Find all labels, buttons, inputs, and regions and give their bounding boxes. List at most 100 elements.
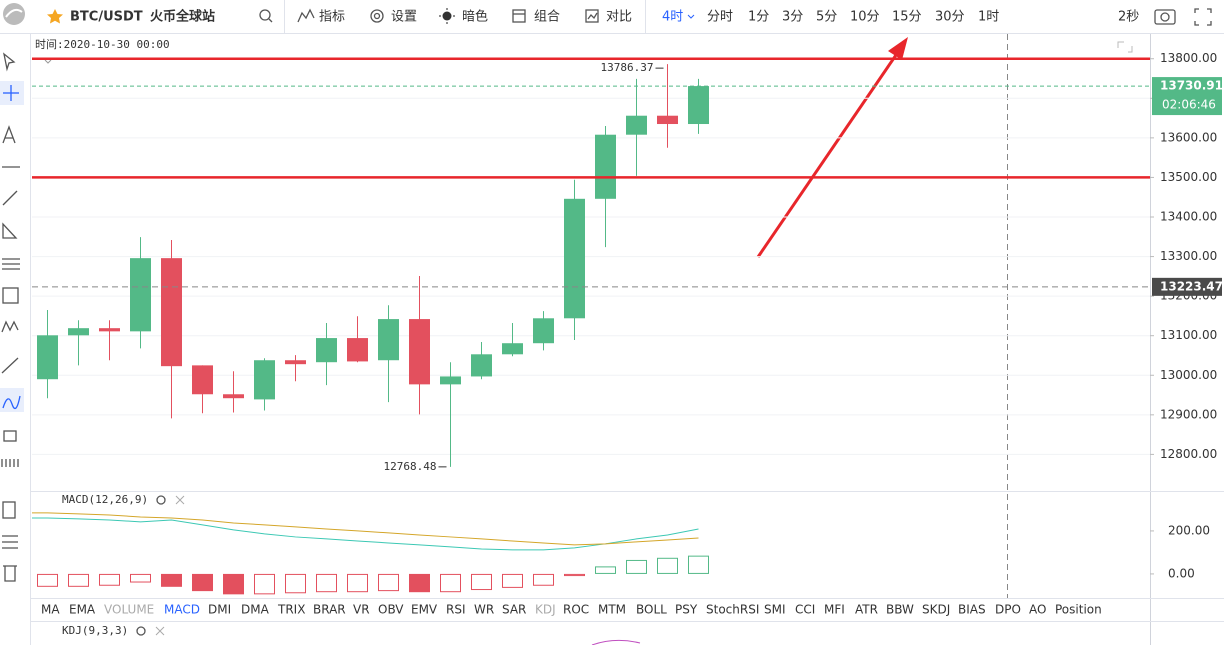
macd-bar bbox=[533, 573, 554, 586]
indicator-tab[interactable]: PSY bbox=[675, 603, 698, 617]
indicator-tab[interactable]: MFI bbox=[824, 603, 845, 617]
toolbar-button[interactable]: 暗色 bbox=[462, 9, 488, 25]
y-tick-label: 12800.00 bbox=[1160, 447, 1217, 461]
screenshot-icon[interactable] bbox=[1154, 9, 1176, 25]
candle-body bbox=[502, 343, 523, 355]
indicator-tab[interactable]: KDJ bbox=[535, 603, 556, 617]
macd-bar bbox=[254, 573, 275, 595]
indicator-tab[interactable]: StochRSI bbox=[706, 603, 759, 617]
macd-bar bbox=[688, 555, 709, 574]
indicator-tab[interactable]: WR bbox=[474, 603, 494, 617]
triangle-tool[interactable] bbox=[2, 222, 18, 239]
compare-icon[interactable] bbox=[585, 9, 599, 23]
candle-body bbox=[626, 115, 647, 135]
indicator-tab[interactable]: DMI bbox=[208, 603, 231, 617]
lock-tool[interactable] bbox=[3, 430, 17, 442]
macd-bar bbox=[657, 557, 678, 574]
indicator-tab[interactable]: OBV bbox=[378, 603, 404, 617]
indicator-tab[interactable]: RSI bbox=[446, 603, 466, 617]
favorite-star[interactable] bbox=[47, 9, 63, 24]
rect-tool[interactable] bbox=[2, 287, 19, 304]
pane-close[interactable] bbox=[175, 495, 185, 505]
collapse-caret[interactable] bbox=[44, 59, 52, 64]
indicator-tab[interactable]: BRAR bbox=[313, 603, 346, 617]
macd-bar bbox=[626, 559, 647, 574]
visibility-tool[interactable] bbox=[1, 459, 19, 467]
measure-tool[interactable] bbox=[1, 357, 19, 374]
crosshair-tool[interactable] bbox=[3, 85, 19, 101]
indicator-tab[interactable]: CCI bbox=[795, 603, 815, 617]
interval-button[interactable]: 分时 bbox=[707, 10, 733, 25]
interval-button[interactable]: 5分 bbox=[816, 10, 837, 25]
indicator-tab[interactable]: EMV bbox=[411, 603, 438, 617]
macd-bar bbox=[316, 573, 337, 593]
refresh-rate[interactable]: 2秒 bbox=[1118, 10, 1139, 25]
max-label: 13786.37 bbox=[601, 61, 654, 74]
indicator-tab[interactable]: EMA bbox=[69, 603, 96, 617]
indicator-tab[interactable]: MTM bbox=[598, 603, 626, 617]
interval-button[interactable]: 4时 bbox=[662, 10, 683, 25]
manage-tool[interactable] bbox=[2, 535, 18, 549]
indicator-tab[interactable]: ATR bbox=[855, 603, 878, 617]
fullscreen-icon[interactable] bbox=[1194, 8, 1212, 26]
indicator-tab[interactable]: SMI bbox=[764, 603, 786, 617]
search-icon[interactable] bbox=[259, 9, 273, 23]
indicator-tab[interactable]: VOLUME bbox=[104, 603, 154, 617]
pane-close[interactable] bbox=[155, 626, 165, 636]
interval-button[interactable]: 10分 bbox=[850, 10, 880, 25]
layout-icon[interactable] bbox=[512, 9, 526, 23]
trendline-tool[interactable] bbox=[2, 190, 18, 206]
indicator-tab[interactable]: AO bbox=[1029, 603, 1046, 617]
indicator-tab[interactable]: BOLL bbox=[636, 603, 667, 617]
macd-bar bbox=[378, 573, 399, 592]
toolbar-button[interactable]: 设置 bbox=[391, 10, 417, 25]
macd-bar bbox=[347, 573, 368, 593]
settings-icon[interactable] bbox=[370, 9, 384, 23]
indicator-tab[interactable]: VR bbox=[353, 603, 370, 617]
indicator-tab[interactable]: MA bbox=[41, 603, 60, 617]
toolbar-button[interactable]: 指标 bbox=[319, 10, 345, 25]
indicator-tab[interactable]: TRIX bbox=[277, 603, 305, 617]
candle-body bbox=[254, 360, 275, 400]
indicator-tab[interactable]: BIAS bbox=[958, 603, 986, 617]
interval-button[interactable]: 1分 bbox=[748, 10, 769, 25]
indicator-tab[interactable]: DMA bbox=[241, 603, 270, 617]
dropdown-caret[interactable] bbox=[687, 14, 695, 19]
indicator-icon[interactable] bbox=[297, 8, 315, 23]
delete-tool[interactable] bbox=[3, 565, 17, 582]
macd-line bbox=[32, 517, 699, 551]
text-tool[interactable] bbox=[2, 125, 16, 144]
crosshair-time: 时间:2020-10-30 00:00 bbox=[35, 38, 170, 51]
pane-settings[interactable] bbox=[156, 495, 166, 505]
favorites-tool[interactable] bbox=[2, 501, 16, 519]
dark-icon[interactable] bbox=[439, 8, 455, 24]
indicator-tab[interactable]: ROC bbox=[563, 603, 589, 617]
symbol[interactable]: BTC/USDT bbox=[70, 10, 143, 25]
candle-body bbox=[688, 86, 709, 125]
toolbar-button[interactable]: 组合 bbox=[534, 10, 560, 25]
channel-tool[interactable] bbox=[2, 258, 20, 270]
interval-button[interactable]: 15分 bbox=[892, 10, 922, 25]
maximize-pane[interactable] bbox=[1117, 41, 1133, 53]
y-tick-label: 13300.00 bbox=[1160, 249, 1217, 263]
indicator-tab[interactable]: MACD bbox=[164, 603, 200, 617]
macd-bar bbox=[223, 573, 244, 595]
cursor-tool[interactable] bbox=[3, 52, 16, 72]
interval-button[interactable]: 1时 bbox=[978, 10, 999, 25]
crosshair-price-label: 13223.47 bbox=[1160, 279, 1223, 293]
indicator-tab[interactable]: DPO bbox=[995, 603, 1021, 617]
interval-button[interactable]: 3分 bbox=[782, 10, 803, 25]
candle-body bbox=[564, 198, 585, 319]
indicator-tab[interactable]: Position bbox=[1055, 603, 1102, 617]
pattern-tool[interactable] bbox=[1, 320, 19, 333]
indicator-tab[interactable]: BBW bbox=[886, 603, 914, 617]
candle-body bbox=[192, 365, 213, 395]
candle-body bbox=[68, 328, 89, 336]
indicator-tab[interactable]: SKDJ bbox=[922, 603, 950, 617]
brush-tool[interactable] bbox=[2, 395, 21, 410]
indicator-tab[interactable]: SAR bbox=[502, 603, 526, 617]
macd-bar bbox=[409, 573, 430, 593]
interval-button[interactable]: 30分 bbox=[935, 10, 965, 25]
pane-settings[interactable] bbox=[136, 626, 146, 636]
toolbar-button[interactable]: 对比 bbox=[606, 10, 632, 25]
